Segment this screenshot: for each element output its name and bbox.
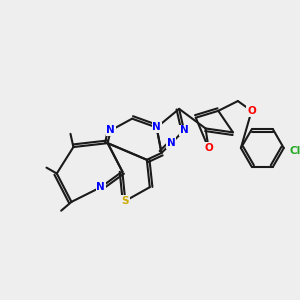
Text: O: O [247,106,256,116]
Text: N: N [106,125,115,135]
Text: N: N [96,182,105,192]
Text: O: O [204,143,213,153]
Text: N: N [167,138,176,148]
Text: N: N [180,125,188,135]
Text: N: N [152,122,161,133]
Text: S: S [122,196,129,206]
Text: Cl: Cl [290,146,300,156]
